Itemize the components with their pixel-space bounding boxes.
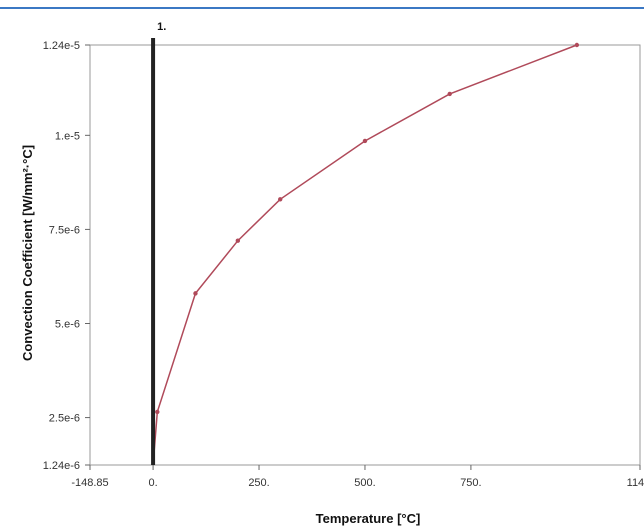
y-tick-label: 1.24e-5 [43, 40, 80, 52]
x-tick-label: 0. [148, 477, 157, 489]
y-ticks-group: 1.24e-6 2.5e-6 5.e-6 7.5e-6 1.e-5 1.24e-5 [43, 40, 90, 472]
markers-group [155, 42, 580, 415]
vertical-marker-label: 1. [157, 21, 166, 33]
x-tick-label: 500. [354, 477, 375, 489]
series-point [193, 291, 198, 296]
x-tick-label: 1149. [627, 477, 644, 489]
plot-frame [89, 44, 641, 466]
x-ticks-group: -148.85 0. 250. 500. 750. 1149. [71, 465, 644, 489]
x-axis-title: Temperature [°C] [316, 511, 421, 526]
plot-area [0, 7, 644, 466]
series-point [447, 91, 452, 97]
x-tick-label: 250. [248, 477, 269, 489]
y-tick-label: 1.24e-6 [43, 460, 80, 472]
y-tick-label: 5.e-6 [55, 318, 80, 330]
x-tick-label: -148.85 [71, 477, 108, 489]
x-tick-label: 750. [460, 477, 481, 489]
y-tick-label: 1.e-5 [55, 130, 80, 142]
series-point [278, 197, 283, 202]
series-point [155, 409, 160, 415]
series-group [152, 44, 578, 466]
vertical-marker-group: 1. [151, 21, 166, 465]
series-point [235, 238, 241, 243]
y-tick-label: 2.5e-6 [49, 413, 80, 425]
series-point [574, 42, 580, 48]
series-point [362, 138, 368, 144]
y-axis-title: Convection Coefficient [W/mm²·°C] [20, 145, 35, 361]
series-line [152, 44, 578, 466]
y-tick-label: 7.5e-6 [49, 224, 80, 236]
